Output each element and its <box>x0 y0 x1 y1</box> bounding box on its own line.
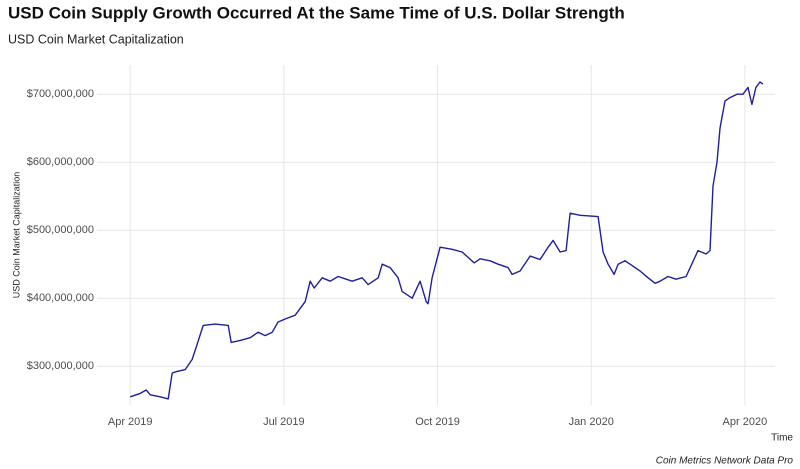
x-tick-label: Apr 2020 <box>723 416 768 428</box>
x-tick-label: Jul 2019 <box>263 416 305 428</box>
x-tick-label: Oct 2019 <box>415 416 460 428</box>
caption: Coin Metrics Network Data Pro <box>656 456 794 467</box>
data-line <box>129 81 764 400</box>
x-tick-label: Apr 2019 <box>108 416 153 428</box>
y-tick-label: $600,000,000 <box>27 156 94 168</box>
y-tick-label: $300,000,000 <box>27 360 94 372</box>
x-axis-label: Time <box>771 433 793 444</box>
y-axis-label: USD Coin Market Capitalization <box>11 172 21 299</box>
y-tick-label: $700,000,000 <box>27 88 94 100</box>
y-tick-label: $500,000,000 <box>27 224 94 236</box>
y-tick-label: $400,000,000 <box>27 292 94 304</box>
x-tick-label: Jan 2020 <box>569 416 614 428</box>
chart-title: USD Coin Supply Growth Occurred At the S… <box>8 3 625 22</box>
chart-subtitle: USD Coin Market Capitalization <box>8 32 184 46</box>
